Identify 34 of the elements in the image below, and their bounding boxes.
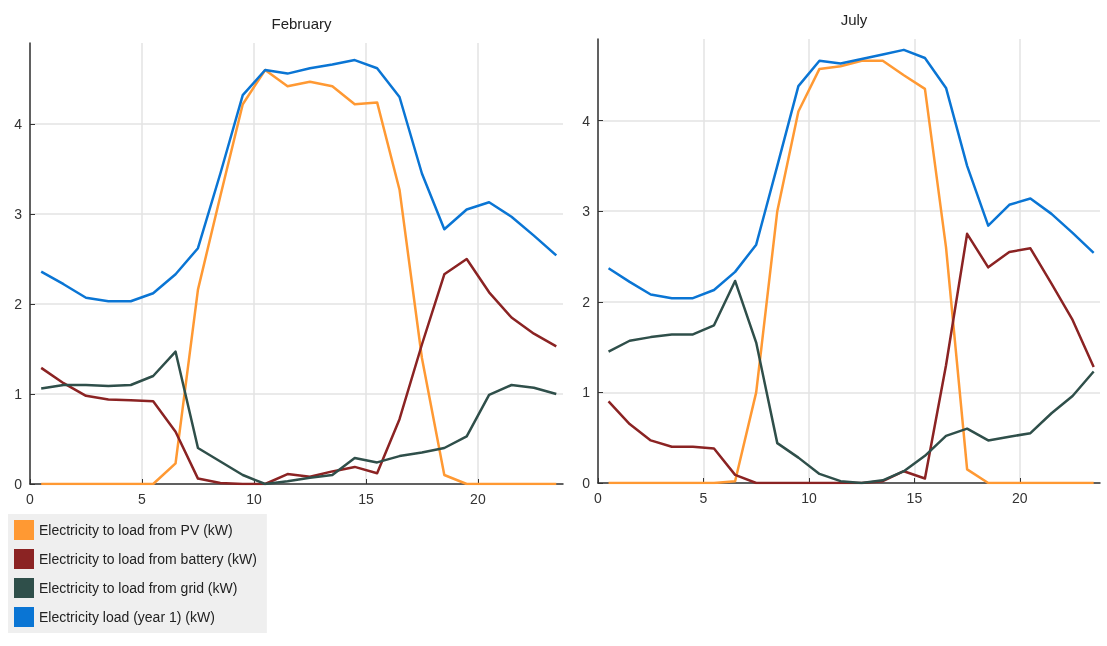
x-tick-label: 15 (358, 491, 374, 507)
line-series (607, 59, 1095, 485)
y-tick-label: 2 (582, 293, 591, 310)
x-tick-label: 10 (246, 491, 262, 507)
x-tick-label: 5 (138, 491, 147, 507)
legend-label: Electricity load (year 1) (kW) (39, 609, 215, 625)
x-tick-label: 5 (699, 490, 708, 506)
legend-label: Electricity to load from battery (kW) (39, 551, 257, 567)
line-series (39, 68, 558, 486)
y-tick-label: 1 (582, 384, 591, 401)
x-tick-label: 20 (470, 491, 486, 507)
y-tick-label: 4 (14, 116, 23, 132)
y-tick-label: 4 (582, 112, 591, 129)
line-series (39, 58, 558, 303)
chart-title: February (271, 15, 333, 32)
line-series (607, 232, 1095, 485)
chart-title: July (840, 11, 868, 28)
x-tick-label: 15 (906, 490, 923, 506)
x-tick-label: 10 (801, 490, 817, 506)
y-tick-label: 3 (582, 203, 591, 220)
x-tick-label: 0 (26, 491, 35, 507)
y-tick-label: 1 (14, 386, 23, 402)
y-tick-label: 2 (14, 296, 23, 312)
y-tick-label: 0 (582, 475, 591, 491)
legend-label: Electricity to load from PV (kW) (39, 522, 233, 538)
y-tick-label: 0 (14, 476, 23, 492)
x-tick-label: 0 (594, 490, 603, 506)
x-tick-label: 20 (1012, 490, 1028, 506)
y-tick-label: 3 (14, 206, 23, 222)
line-series (607, 48, 1095, 300)
legend-label: Electricity to load from grid (kW) (39, 580, 238, 596)
line-series (39, 350, 558, 486)
line-series (39, 257, 558, 486)
line-series (607, 279, 1095, 485)
